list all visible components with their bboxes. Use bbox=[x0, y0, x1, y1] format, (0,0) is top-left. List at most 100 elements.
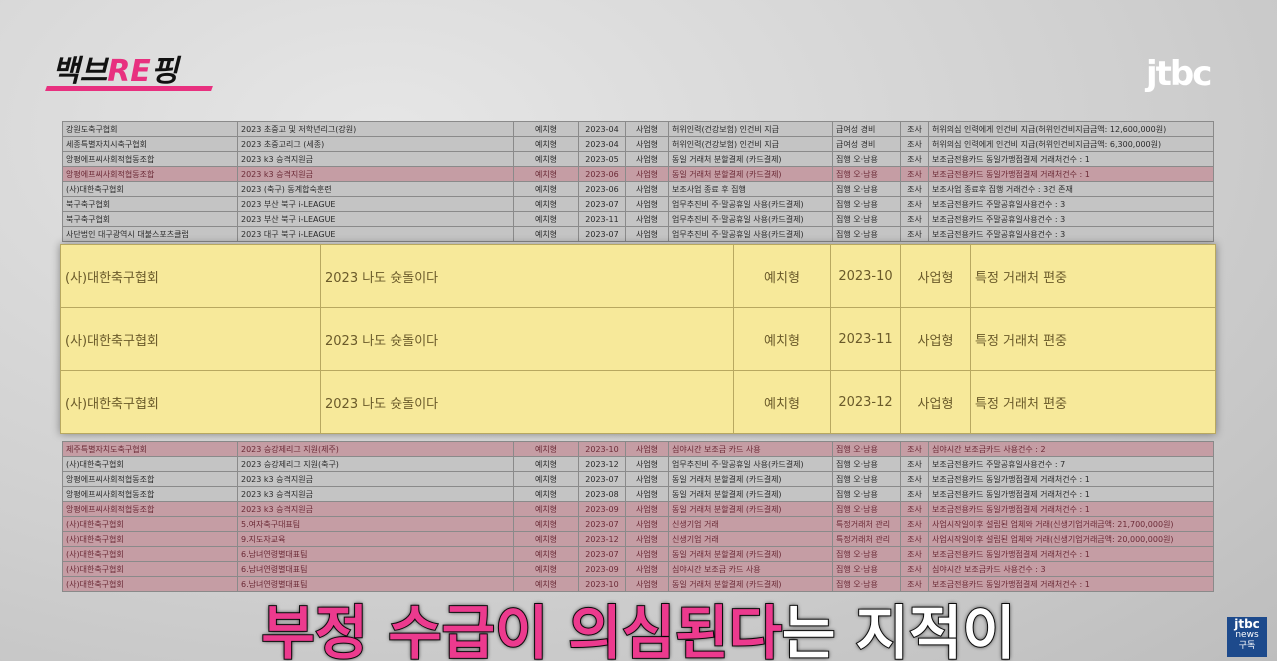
table-cell: 사업형 bbox=[625, 561, 669, 577]
table-cell: 앙평에프씨사회적협동조합 bbox=[62, 166, 238, 182]
table-cell: 예치형 bbox=[733, 307, 831, 371]
table-cell: 동일 거래처 분할결제 (카드결제) bbox=[668, 486, 833, 502]
table-cell: 보조금전용카드 동일가맹점결제 거래처건수 : 1 bbox=[928, 471, 1214, 487]
table-bottom-wrap: 제주특별자치도축구협회 2023 승강제리그 지원(제주) 예치형 2023-10 사업… bbox=[0, 441, 1277, 601]
table-cell: 2023 승강제리그 지원(축구) bbox=[237, 456, 514, 472]
table-cell: 사업형 bbox=[625, 136, 669, 152]
table-cell: 2023-06 bbox=[578, 166, 626, 182]
table-cell: 집행 오·남용 bbox=[832, 166, 901, 182]
table-cell: 심야시간 보조금카드 사용건수 : 3 bbox=[928, 561, 1214, 577]
table-cell: 허위의심 인력에게 인건비 지급(허위인건비지급금액: 6,300,000원) bbox=[928, 136, 1214, 152]
table-cell: 보조금전용카드 동일가맹점결제 거래처건수 : 1 bbox=[928, 576, 1214, 592]
highlight-table: (사)대한축구협회 2023 나도 슛돌이다 예치형 2023-10 사업형 특정 거래처… bbox=[60, 244, 1216, 434]
table-cell: 2023-10 bbox=[578, 576, 626, 592]
table-cell: 사단법인 대구광역시 대불스포츠클럽 bbox=[62, 226, 238, 242]
table-cell: 2023 승강제리그 지원(제주) bbox=[237, 441, 514, 457]
table-cell: 예치형 bbox=[513, 151, 579, 167]
table-cell: 보조사업 종료후 집행 거래건수 : 3건 존재 bbox=[928, 181, 1214, 197]
table-cell: 북구축구협회 bbox=[62, 211, 238, 227]
table-cell: 사업형 bbox=[625, 151, 669, 167]
table-cell: 조사 bbox=[900, 456, 929, 472]
table-cell: 사업형 bbox=[625, 516, 669, 532]
table-cell: 심야시간 보조금카드 사용건수 : 2 bbox=[928, 441, 1214, 457]
table-cell: 조사 bbox=[900, 471, 929, 487]
table-cell: 보조사업 종료 후 집행 bbox=[668, 181, 833, 197]
table-row: (사)대한축구협회 6.남녀연령별대표팀 예치형 2023-10 사업형 동일 거래처 분… bbox=[62, 576, 1214, 592]
table-cell: 사업형 bbox=[625, 121, 669, 137]
table-cell: 예치형 bbox=[513, 561, 579, 577]
table-cell: 2023 부산 북구 i-LEAGUE bbox=[237, 196, 514, 212]
table-cell: 앙평에프씨사회적협동조합 bbox=[62, 486, 238, 502]
badge-sub: news bbox=[1235, 630, 1259, 640]
table-cell: 9.지도자교육 bbox=[237, 531, 514, 547]
subscribe-badge[interactable]: jtbc news 구독 bbox=[1227, 617, 1267, 657]
table-cell: 사업형 bbox=[625, 211, 669, 227]
table-cell: 조사 bbox=[900, 486, 929, 502]
table-cell: 앙평에프씨사회적협동조합 bbox=[62, 501, 238, 517]
table-row: 앙평에프씨사회적협동조합 2023 k3 승격지원금 예치형 2023-08 사업형 동일… bbox=[62, 486, 1214, 502]
badge-logo: jtbc bbox=[1234, 617, 1260, 631]
table-cell: 사업형 bbox=[625, 181, 669, 197]
table-cell: 동일 거래처 분할결제 (카드결제) bbox=[668, 471, 833, 487]
table-cell: 신생기업 거래 bbox=[668, 531, 833, 547]
table-cell: 조사 bbox=[900, 561, 929, 577]
table-row: 앙평에프씨사회적협동조합 2023 k3 승격지원금 예치형 2023-06 사업형 동일… bbox=[62, 166, 1214, 182]
table-cell: (사)대한축구협회 bbox=[60, 244, 321, 308]
table-cell: 사업형 bbox=[900, 307, 971, 371]
table-cell: 2023-05 bbox=[578, 151, 626, 167]
program-logo: 백브RE핑 bbox=[52, 46, 178, 90]
table-cell: 예치형 bbox=[513, 486, 579, 502]
table-cell: 2023 초중고리그 (세종) bbox=[237, 136, 514, 152]
table-cell: 사업형 bbox=[900, 370, 971, 434]
table-cell: 신생기업 거래 bbox=[668, 516, 833, 532]
table-row: 앙평에프씨사회적협동조합 2023 k3 승격지원금 예치형 2023-07 사업형 동일… bbox=[62, 471, 1214, 487]
table-cell: 강원도축구협회 bbox=[62, 121, 238, 137]
table-cell: 2023 나도 슛돌이다 bbox=[320, 370, 734, 434]
table-cell: 예치형 bbox=[513, 546, 579, 562]
table-cell: 2023-12 bbox=[578, 456, 626, 472]
table-cell: 집행 오·남용 bbox=[832, 576, 901, 592]
table-cell: 보조금전용카드 동일가맹점결제 거래처건수 : 1 bbox=[928, 486, 1214, 502]
badge-action[interactable]: 구독 bbox=[1238, 641, 1256, 651]
table-cell: 2023 k3 승격지원금 bbox=[237, 151, 514, 167]
table-cell: 집행 오·남용 bbox=[832, 561, 901, 577]
table-cell: 예치형 bbox=[733, 370, 831, 434]
table-cell: 제주특별자치도축구협회 bbox=[62, 441, 238, 457]
table-cell: 조사 bbox=[900, 226, 929, 242]
table-cell: 예치형 bbox=[733, 244, 831, 308]
logo-text: 핑 bbox=[150, 54, 179, 89]
table-cell: 2023-12 bbox=[578, 531, 626, 547]
table-cell: 2023-08 bbox=[578, 486, 626, 502]
table-cell: 심야시간 보조금 카드 사용 bbox=[668, 441, 833, 457]
table-cell: 특정거래처 관리 bbox=[832, 531, 901, 547]
table-cell: 예치형 bbox=[513, 471, 579, 487]
table-cell: 예치형 bbox=[513, 121, 579, 137]
table-cell: 사업형 bbox=[625, 546, 669, 562]
channel-logo: jtbc bbox=[1146, 54, 1212, 94]
table-cell: 집행 오·남용 bbox=[832, 486, 901, 502]
table-cell: 조사 bbox=[900, 501, 929, 517]
table-top-wrap: 강원도축구협회 2023 초중고 및 저학년리그(강원) 예치형 2023-04 사업형… bbox=[0, 121, 1277, 244]
table-cell: 보조금전용카드 동일가맹점결제 거래처건수 : 1 bbox=[928, 501, 1214, 517]
table-cell: 2023 초중고 및 저학년리그(강원) bbox=[237, 121, 514, 137]
table-cell: 예치형 bbox=[513, 211, 579, 227]
table-cell: 집행 오·남용 bbox=[832, 456, 901, 472]
table-cell: 2023-09 bbox=[578, 501, 626, 517]
table-row: 앙평에프씨사회적협동조합 2023 k3 승격지원금 예치형 2023-05 사업형 동일… bbox=[62, 151, 1214, 167]
table-cell: 2023-07 bbox=[578, 226, 626, 242]
table-row: (사)대한축구협회 6.남녀연령별대표팀 예치형 2023-07 사업형 동일 거래처 분… bbox=[62, 546, 1214, 562]
table-cell: 집행 오·남용 bbox=[832, 211, 901, 227]
table-cell: 2023-07 bbox=[578, 546, 626, 562]
table-cell: 2023-04 bbox=[578, 121, 626, 137]
table-cell: 업무추진비 주·말공휴일 사용(카드결제) bbox=[668, 196, 833, 212]
table-cell: 사업형 bbox=[625, 531, 669, 547]
table-cell: 6.남녀연령별대표팀 bbox=[237, 561, 514, 577]
table-row: 북구축구협회 2023 부산 북구 i-LEAGUE 예치형 2023-07 사업형 업무… bbox=[62, 196, 1214, 212]
table-cell: 예치형 bbox=[513, 181, 579, 197]
table-row: 사단법인 대구광역시 대불스포츠클럽 2023 대구 북구 i-LEAGUE 예치형… bbox=[62, 226, 1214, 242]
table-cell: 예치형 bbox=[513, 136, 579, 152]
table-cell: 2023-11 bbox=[578, 211, 626, 227]
table-cell: 2023-07 bbox=[578, 516, 626, 532]
table-cell: 2023-07 bbox=[578, 471, 626, 487]
